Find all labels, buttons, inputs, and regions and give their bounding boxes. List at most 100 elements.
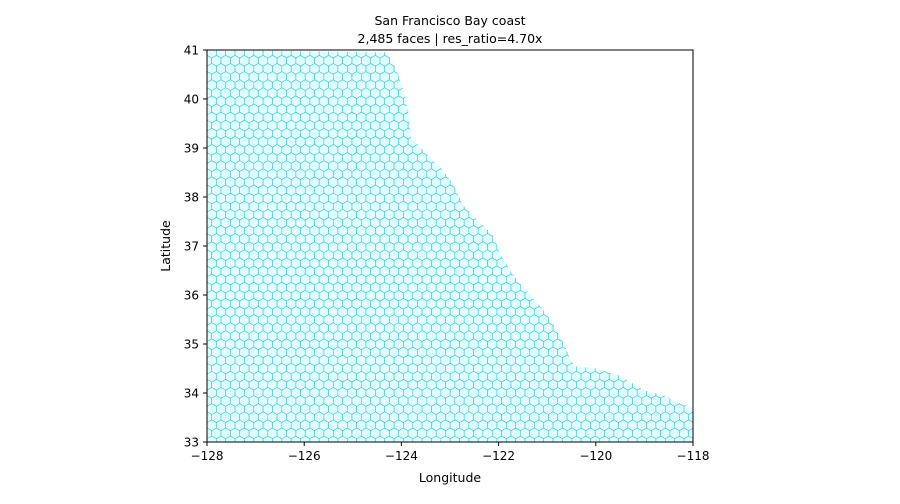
mesh-face xyxy=(608,176,619,189)
mesh-face xyxy=(412,127,423,140)
mesh-face xyxy=(618,95,629,108)
mesh-face xyxy=(557,50,568,51)
mesh-face xyxy=(599,354,610,367)
mesh-face xyxy=(590,160,601,172)
mesh-face xyxy=(445,136,456,148)
mesh-face xyxy=(529,265,540,278)
mesh-face xyxy=(608,257,619,270)
mesh-face xyxy=(580,95,591,108)
mesh-face xyxy=(435,71,446,83)
mesh-face xyxy=(660,314,671,326)
mesh-face xyxy=(482,184,493,197)
mesh-face xyxy=(207,50,212,51)
mesh-face xyxy=(650,298,661,310)
mesh-face xyxy=(641,346,652,359)
mesh-face xyxy=(669,281,680,294)
mesh-face xyxy=(524,79,535,91)
mesh-face xyxy=(473,87,484,99)
mesh-face xyxy=(580,79,591,91)
mesh-face xyxy=(566,136,577,148)
mesh-face xyxy=(650,217,661,229)
mesh-face xyxy=(534,273,545,286)
mesh-face xyxy=(664,63,676,75)
mesh-face xyxy=(487,192,498,205)
mesh-face xyxy=(594,249,605,261)
mesh-face xyxy=(678,330,690,342)
mesh-face xyxy=(468,160,479,172)
mesh-face xyxy=(576,217,587,229)
mesh-face xyxy=(604,200,615,213)
mesh-face xyxy=(463,168,474,180)
mesh-face xyxy=(534,289,545,302)
mesh-face xyxy=(543,192,554,205)
mesh-face xyxy=(683,208,693,221)
mesh-face xyxy=(505,225,517,237)
mesh-face xyxy=(510,184,521,197)
mesh-face xyxy=(426,71,437,83)
mesh-face xyxy=(505,63,517,75)
mesh-face xyxy=(608,95,619,108)
mesh-face xyxy=(669,152,680,164)
mesh-face xyxy=(529,55,540,67)
mesh-face xyxy=(641,152,652,164)
mesh-face xyxy=(342,50,353,51)
mesh-face xyxy=(473,184,484,197)
mesh-face xyxy=(632,346,643,359)
mesh-face xyxy=(501,71,512,83)
mesh-face xyxy=(449,95,460,108)
mesh-face xyxy=(286,50,297,51)
mesh-face xyxy=(650,152,661,164)
mesh-face xyxy=(534,225,545,237)
mesh-face xyxy=(660,330,671,342)
mesh-face xyxy=(468,111,479,124)
mesh-face xyxy=(622,298,633,310)
mesh-face xyxy=(571,354,582,367)
mesh-face xyxy=(632,103,643,116)
mesh-face xyxy=(627,50,638,59)
mesh-face xyxy=(515,111,526,124)
mesh-face xyxy=(529,217,540,229)
mesh-face xyxy=(538,217,549,229)
mesh-face xyxy=(599,127,610,140)
mesh-face xyxy=(599,50,610,59)
mesh-face xyxy=(683,63,693,75)
mesh-face xyxy=(669,298,680,310)
mesh-face xyxy=(449,111,460,124)
mesh-face xyxy=(248,50,259,51)
mesh-face xyxy=(207,192,208,205)
mesh-face xyxy=(669,200,680,213)
mesh-face xyxy=(426,87,437,99)
mesh-face xyxy=(664,144,676,156)
mesh-face xyxy=(193,120,202,131)
mesh-face xyxy=(534,111,545,124)
mesh-face xyxy=(505,95,517,108)
mesh-face xyxy=(627,95,638,108)
mesh-face xyxy=(519,55,531,67)
mesh-face xyxy=(576,314,587,326)
mesh-face xyxy=(650,233,661,245)
mesh-face xyxy=(548,265,559,278)
mesh-face xyxy=(519,103,531,116)
mesh-face xyxy=(655,144,666,156)
mesh-face xyxy=(599,225,610,237)
mesh-face xyxy=(496,63,507,75)
mesh-face xyxy=(678,184,690,197)
mesh-face xyxy=(566,55,577,67)
mesh-face xyxy=(445,152,456,164)
mesh-face xyxy=(604,87,615,99)
mesh-face xyxy=(552,144,563,156)
mesh-face xyxy=(576,233,587,245)
mesh-face xyxy=(627,273,638,286)
mesh-face xyxy=(566,330,577,342)
mesh-face xyxy=(632,330,643,342)
mesh-face xyxy=(566,265,577,278)
mesh-face xyxy=(664,370,676,383)
mesh-face xyxy=(193,169,202,180)
mesh-face xyxy=(683,387,693,399)
mesh-face xyxy=(576,152,587,164)
mesh-face xyxy=(496,144,507,156)
mesh-face xyxy=(655,176,666,189)
mesh-face xyxy=(562,176,573,189)
mesh-face xyxy=(669,55,680,67)
mesh-face xyxy=(655,289,666,302)
